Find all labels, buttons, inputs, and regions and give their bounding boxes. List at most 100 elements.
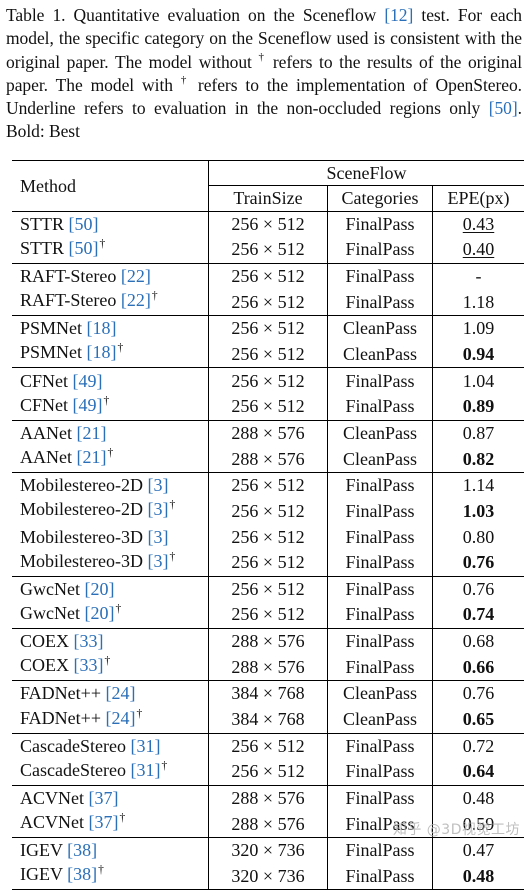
method-cell: Mobilestereo-2D [3] [12, 472, 209, 498]
epe-cell: 1.09 [432, 315, 524, 341]
method-citation-link[interactable]: [18] [86, 342, 117, 363]
method-citation-link[interactable]: [24] [105, 707, 136, 728]
trainsize-cell: 256 × 512 [208, 340, 328, 368]
trainsize-cell: 256 × 512 [208, 757, 328, 786]
method-name: AANet [20, 422, 72, 443]
method-citation-link[interactable]: [38] [67, 864, 98, 885]
category-cell: FinalPass [327, 288, 433, 316]
method-citation-link[interactable]: [22] [120, 266, 151, 287]
method-citation-link[interactable]: [50] [68, 237, 99, 258]
dagger-mark: † [107, 447, 114, 460]
method-cell: IGEV [38] [12, 837, 209, 863]
epe-value: 0.66 [462, 656, 495, 677]
method-cell: RAFT-Stereo [22] [12, 262, 209, 289]
dagger-mark: † [119, 812, 126, 825]
epe-value: 0.64 [462, 761, 495, 782]
epe-value: 0.89 [462, 396, 495, 417]
epe-cell: 0.40 [432, 235, 524, 264]
caption-text-5: . Bold: Best [6, 98, 522, 142]
method-name: ACVNet [20, 788, 84, 808]
header-method: Method [12, 160, 209, 212]
caption-citation-link[interactable]: [12] [384, 5, 414, 25]
method-citation-link[interactable]: [49] [72, 370, 103, 391]
method-citation-link[interactable]: [37] [88, 812, 119, 833]
epe-value: 1.14 [462, 475, 495, 496]
method-name: FADNet++ [20, 683, 101, 704]
table-row: PSMNet [18] 256 × 512 CleanPass 1.09 [12, 315, 524, 341]
category-cell: FinalPass [327, 575, 433, 601]
method-cell: CFNet [49] [12, 367, 209, 393]
table-row: Mobilestereo-3D [3]† 256 × 512 FinalPass 0.… [12, 548, 524, 577]
trainsize-cell: 256 × 512 [208, 392, 328, 421]
epe-cell: 1.04 [432, 367, 524, 393]
epe-cell: 0.66 [432, 653, 524, 681]
category-cell: CleanPass [327, 315, 433, 341]
header-trainsize: TrainSize [208, 185, 328, 212]
category-cell: CleanPass [327, 705, 433, 734]
category-cell: FinalPass [327, 757, 433, 786]
method-name: Mobilestereo-3D [20, 550, 143, 571]
method-citation-link[interactable]: [31] [130, 759, 161, 780]
epe-cell: 0.80 [432, 524, 524, 549]
method-citation-link[interactable]: [37] [88, 788, 119, 808]
epe-value: 0.74 [462, 604, 495, 625]
method-citation-link[interactable]: [3] [147, 550, 169, 571]
epe-cell: 0.47 [432, 837, 524, 863]
category-cell: CleanPass [327, 445, 433, 473]
method-citation-link[interactable]: [3] [147, 475, 169, 496]
table-row: STTR [50] 256 × 512 FinalPass 0.43 [12, 210, 524, 236]
method-citation-link[interactable]: [38] [67, 840, 98, 861]
method-name: STTR [20, 213, 65, 234]
epe-value: 0.76 [462, 552, 495, 573]
method-cell: RAFT-Stereo [22]† [12, 288, 209, 316]
epe-value: 0.72 [462, 735, 495, 756]
method-citation-link[interactable]: [33] [73, 655, 104, 676]
dagger-mark: † [117, 342, 124, 355]
category-cell: CleanPass [327, 340, 433, 368]
caption-dagger-2: † [180, 74, 190, 87]
epe-value: 0.76 [462, 578, 495, 599]
method-citation-link[interactable]: [3] [147, 499, 169, 520]
category-cell: FinalPass [327, 600, 433, 629]
method-name: ACVNet [20, 812, 84, 833]
trainsize-cell: 256 × 512 [208, 367, 328, 393]
method-cell: CascadeStereo [31] [12, 732, 209, 758]
method-citation-link[interactable]: [22] [120, 290, 151, 311]
method-name: RAFT-Stereo [20, 290, 117, 311]
table-row: Mobilestereo-3D [3] 256 × 512 FinalPass 0.8… [12, 524, 524, 549]
category-cell: FinalPass [327, 210, 433, 236]
method-citation-link[interactable]: [31] [130, 735, 161, 756]
header-sceneflow: SceneFlow [208, 159, 524, 186]
method-name: RAFT-Stereo [20, 266, 117, 287]
method-citation-link[interactable]: [33] [73, 631, 104, 652]
header-epe: EPE(px) [432, 185, 524, 212]
trainsize-cell: 256 × 512 [208, 497, 328, 525]
method-citation-link[interactable]: [50] [68, 213, 99, 234]
method-citation-link[interactable]: [18] [86, 318, 117, 339]
trainsize-cell: 256 × 512 [208, 732, 328, 758]
table-row: RAFT-Stereo [22]† 256 × 512 FinalPass 1.18 [12, 288, 524, 316]
method-citation-link[interactable]: [20] [84, 578, 115, 599]
table-row: Mobilestereo-2D [3]† 256 × 512 FinalPass 1.… [12, 497, 524, 525]
dagger-mark: † [169, 499, 176, 512]
method-citation-link[interactable]: [20] [84, 602, 115, 623]
method-citation-link[interactable]: [24] [105, 683, 136, 704]
trainsize-cell: 256 × 512 [208, 575, 328, 601]
epe-cell: 0.87 [432, 419, 524, 446]
method-citation-link[interactable]: [3] [147, 526, 169, 547]
trainsize-cell: 320 × 736 [208, 862, 328, 890]
method-citation-link[interactable]: [21] [76, 422, 107, 443]
epe-value: 0.48 [462, 865, 495, 886]
dagger-mark: † [98, 864, 104, 877]
method-citation-link[interactable]: [49] [72, 394, 103, 415]
caption-citation-link[interactable]: [50] [488, 98, 518, 119]
category-cell: FinalPass [327, 367, 433, 393]
results-table: Method SceneFlow TrainSize Categories EP… [12, 159, 524, 890]
category-cell: FinalPass [327, 524, 433, 549]
table-row: AANet [21]† 288 × 576 CleanPass 0.82 [12, 445, 524, 473]
dagger-mark: † [103, 394, 110, 407]
trainsize-cell: 288 × 576 [208, 419, 328, 446]
epe-cell: 0.59 [432, 810, 524, 838]
method-cell: STTR [50]† [12, 236, 209, 264]
method-citation-link[interactable]: [21] [76, 447, 107, 468]
